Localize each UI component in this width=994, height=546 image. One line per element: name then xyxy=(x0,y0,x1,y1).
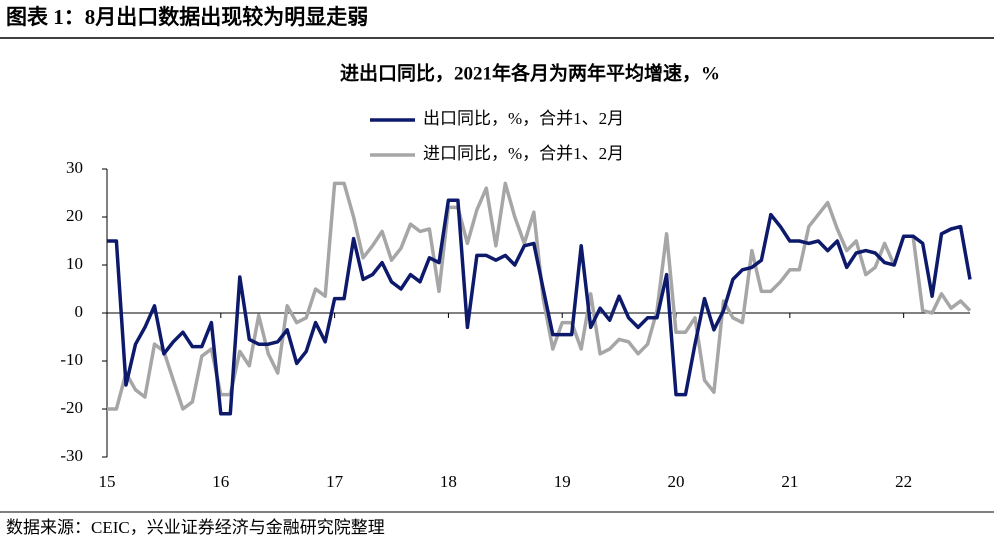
x-tick-label: 17 xyxy=(326,472,344,491)
legend-label: 出口同比，%，合并1、2月 xyxy=(423,109,624,128)
x-tick-label: 22 xyxy=(895,472,912,491)
x-tick-label: 16 xyxy=(212,472,229,491)
y-tick-label: -10 xyxy=(60,350,83,369)
y-tick-label: 0 xyxy=(75,302,84,321)
x-tick-label: 15 xyxy=(99,472,116,491)
y-tick-label: 30 xyxy=(66,158,83,177)
header-title: 图表 1：8月出口数据出现较为明显走弱 xyxy=(6,5,368,29)
y-tick-label: 10 xyxy=(66,254,83,273)
y-tick-label: 20 xyxy=(66,206,83,225)
x-tick-label: 21 xyxy=(781,472,798,491)
legend-label: 进口同比，%，合并1、2月 xyxy=(423,144,624,163)
source-note: 数据来源：CEIC，兴业证券经济与金融研究院整理 xyxy=(6,518,385,537)
chart-title: 进出口同比，2021年各月为两年平均增速，% xyxy=(340,61,720,84)
x-tick-label: 19 xyxy=(554,472,571,491)
y-tick-label: -30 xyxy=(60,446,83,465)
x-tick-label: 20 xyxy=(668,472,685,491)
data-line xyxy=(107,181,972,411)
y-tick-label: -20 xyxy=(60,398,83,417)
x-tick-label: 18 xyxy=(440,472,457,491)
data-line xyxy=(107,198,972,416)
